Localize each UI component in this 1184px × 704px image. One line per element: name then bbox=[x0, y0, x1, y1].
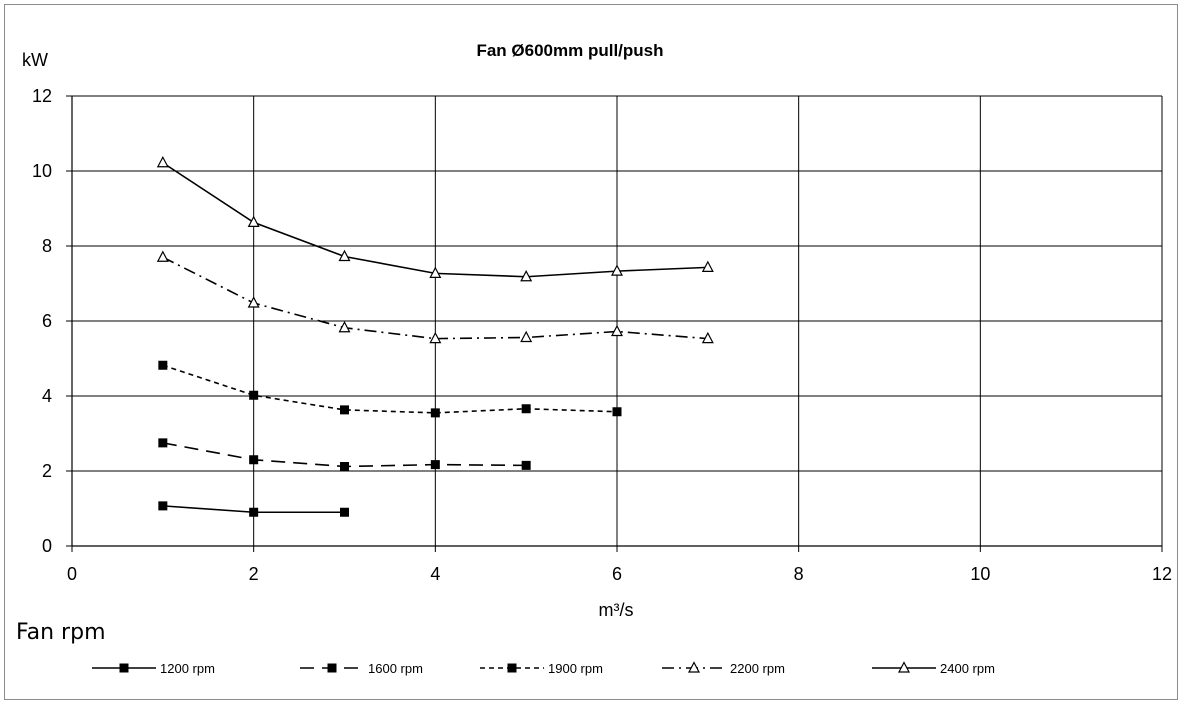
data-point bbox=[158, 501, 168, 511]
data-point bbox=[340, 462, 349, 471]
data-point bbox=[429, 331, 442, 344]
legend-label: 2200 rpm bbox=[730, 661, 785, 676]
y-axis-label: kW bbox=[22, 50, 48, 70]
legend-label: 1600 rpm bbox=[368, 661, 423, 676]
data-point bbox=[156, 155, 169, 168]
y-tick-label: 2 bbox=[42, 461, 52, 481]
data-point bbox=[158, 438, 168, 448]
series-1900-rpm bbox=[158, 360, 622, 418]
data-point bbox=[156, 250, 169, 262]
x-axis-label: m³/s bbox=[599, 600, 634, 620]
data-point bbox=[338, 320, 351, 333]
data-point bbox=[701, 260, 714, 272]
data-point bbox=[249, 507, 259, 517]
legend-label: 2400 rpm bbox=[940, 661, 995, 676]
legend-title: Fan rpm bbox=[16, 620, 106, 645]
legend-swatch-marker bbox=[507, 663, 517, 673]
data-point bbox=[521, 404, 531, 414]
y-tick-label: 6 bbox=[42, 311, 52, 331]
series-group bbox=[156, 155, 714, 517]
legend-item: 2200 rpm bbox=[662, 661, 785, 676]
series-2400-rpm bbox=[156, 155, 714, 282]
legend-swatch-marker bbox=[119, 663, 129, 673]
chart-frame bbox=[4, 4, 1178, 700]
data-point bbox=[701, 331, 714, 344]
legend-item: 1200 rpm bbox=[92, 661, 215, 676]
data-point bbox=[612, 407, 622, 417]
y-tick-label: 12 bbox=[32, 86, 52, 106]
legend-swatch-marker bbox=[898, 661, 910, 673]
chart-title: Fan Ø600mm pull/push bbox=[476, 41, 663, 60]
legend-item: 2400 rpm bbox=[872, 661, 995, 676]
data-point bbox=[247, 215, 260, 227]
grid bbox=[66, 95, 1163, 552]
y-tick-label: 4 bbox=[42, 386, 52, 406]
x-tick-label: 6 bbox=[612, 564, 622, 584]
legend-item: 1600 rpm bbox=[300, 661, 423, 676]
series-2200-rpm bbox=[156, 250, 714, 344]
data-point bbox=[338, 249, 351, 262]
x-tick-label: 2 bbox=[249, 564, 259, 584]
data-point bbox=[520, 330, 533, 343]
data-point bbox=[249, 455, 259, 465]
data-point bbox=[430, 460, 440, 470]
legend-label: 1200 rpm bbox=[160, 661, 215, 676]
series-1600-rpm bbox=[158, 438, 531, 471]
legend-swatch-marker bbox=[688, 661, 700, 673]
data-point bbox=[429, 266, 442, 278]
data-point bbox=[611, 324, 623, 337]
x-tick-label: 12 bbox=[1152, 564, 1172, 584]
tick-labels: 0 2 4 6 8 10 12 0 2 4 6 8 10 12 bbox=[32, 86, 1172, 584]
y-tick-label: 0 bbox=[42, 536, 52, 556]
x-tick-label: 10 bbox=[970, 564, 990, 584]
data-point bbox=[430, 408, 440, 418]
legend: 1200 rpm 1600 rpm 1900 rpm 2200 rpm 2400 rpm bbox=[92, 661, 995, 676]
legend-swatch-marker bbox=[327, 663, 337, 673]
x-tick-label: 4 bbox=[430, 564, 440, 584]
series-line bbox=[162, 364, 618, 414]
x-tick-label: 8 bbox=[794, 564, 804, 584]
data-point bbox=[340, 405, 349, 415]
data-point bbox=[158, 360, 168, 370]
legend-item: 1900 rpm bbox=[480, 661, 603, 676]
y-tick-label: 8 bbox=[42, 236, 52, 256]
y-tick-label: 10 bbox=[32, 161, 52, 181]
data-point bbox=[611, 264, 623, 276]
data-point bbox=[249, 390, 259, 400]
series-1200-rpm bbox=[158, 501, 349, 517]
x-tick-label: 0 bbox=[67, 564, 77, 584]
legend-label: 1900 rpm bbox=[548, 661, 603, 676]
data-point bbox=[247, 296, 260, 308]
data-point bbox=[520, 269, 533, 282]
data-point bbox=[521, 460, 531, 470]
data-point bbox=[340, 507, 349, 517]
